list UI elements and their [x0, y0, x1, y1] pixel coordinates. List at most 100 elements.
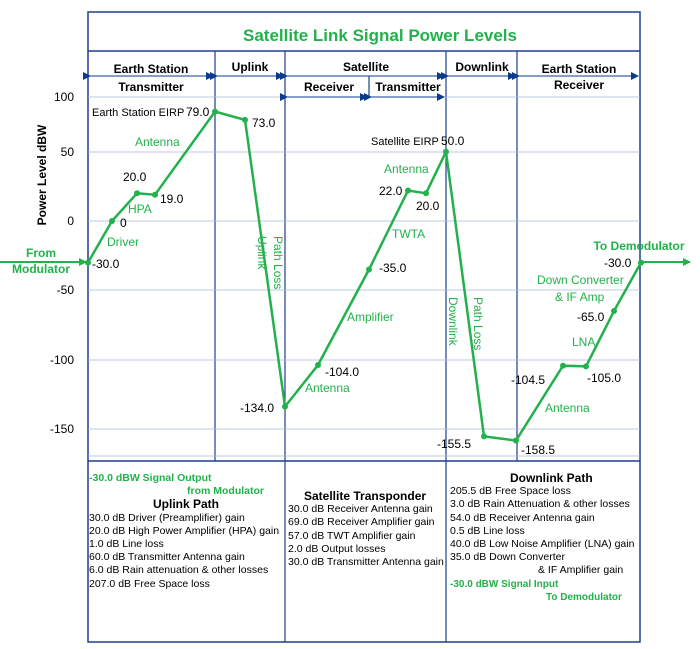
satellite-transponder-panel: Satellite Transponder 30.0 dB Receiver A… — [288, 489, 445, 569]
section-label-downlink: Downlink — [455, 60, 509, 74]
signal-point — [366, 266, 372, 273]
to-demodulator-label: To Demodulator — [593, 239, 684, 253]
satellite-transponder-line: 2.0 dB Output losses — [288, 542, 386, 555]
downlink-outro-line1: -30.0 dBW Signal Input — [450, 578, 559, 590]
signal-point — [315, 362, 321, 368]
value-label: 79.0 — [186, 105, 210, 119]
y-tick: 100 — [54, 90, 74, 104]
antenna-label-es-rx: Antenna — [545, 401, 590, 415]
signal-point — [513, 437, 519, 444]
satellite-transponder-heading: Satellite Transponder — [304, 489, 427, 503]
y-axis-label: Power Level dBW — [35, 124, 49, 225]
satellite-transponder-line: 30.0 dB Transmitter Antenna gain — [288, 556, 444, 569]
twta-label: TWTA — [392, 227, 425, 241]
y-tick: -100 — [50, 353, 74, 367]
downlink-path-line: 0.5 dB Line loss — [450, 524, 525, 537]
gridlines — [88, 96, 640, 457]
value-label: 73.0 — [252, 116, 276, 130]
downlink-path-line: 205.5 dB Free Space loss — [450, 485, 571, 498]
driver-label: Driver — [107, 235, 139, 249]
signal-point — [481, 433, 487, 440]
signal-point — [638, 259, 644, 266]
y-tick: -50 — [57, 283, 75, 297]
outer-frame — [87, 11, 641, 643]
amplifier-label: Amplifier — [347, 310, 394, 324]
section-dividers — [214, 51, 518, 642]
satellite-transponder-line: 30.0 dB Receiver Antenna gain — [288, 503, 433, 516]
satellite-eirp-label: Satellite EIRP — [371, 136, 439, 148]
value-label: -134.0 — [240, 401, 274, 415]
value-label: -105.0 — [587, 371, 621, 385]
signal-point — [282, 403, 288, 410]
signal-power-line — [86, 110, 643, 442]
downlink-path-line: & IF Amplifier gain — [538, 564, 624, 577]
section-label-satellite: Satellite — [343, 60, 389, 74]
uplink-path-loss-line1: Uplink — [255, 236, 269, 270]
satellite-transponder-line: 57.0 dB TWT Amplifier gain — [288, 529, 416, 542]
downlink-path-loss-line1: Downlink — [446, 297, 460, 347]
subsection-label-transmitter: Transmitter — [375, 80, 441, 94]
subsection-label-receiver: Receiver — [304, 80, 354, 94]
uplink-path-line: 1.0 dB Line loss — [89, 538, 164, 551]
downlink-path-line: 40.0 dB Low Noise Amplifier (LNA) gain — [450, 538, 635, 551]
uplink-path-loss-line2: Path Loss — [271, 236, 285, 289]
diagram-title: Satellite Link Signal Power Levels — [243, 26, 517, 45]
value-label: 20.0 — [123, 170, 147, 184]
uplink-path-line: 60.0 dB Transmitter Antenna gain — [89, 551, 245, 564]
uplink-intro-line2: from Modulator — [187, 485, 264, 498]
value-label: -104.5 — [511, 373, 545, 387]
lna-label: LNA — [572, 335, 595, 349]
value-label: 20.0 — [416, 199, 440, 213]
value-label: 19.0 — [160, 192, 184, 206]
uplink-path-heading: Uplink Path — [153, 497, 220, 512]
section-label-es-rx-line2: Receiver — [554, 78, 604, 92]
signal-point — [423, 190, 429, 197]
value-label: -155.5 — [437, 437, 471, 451]
antenna-label-es-tx: Antenna — [135, 135, 180, 149]
signal-point — [109, 218, 115, 224]
satellite-transponder-line: 69.0 dB Receiver Amplifier gain — [288, 516, 435, 529]
value-label: 0 — [120, 216, 127, 230]
signal-point — [212, 108, 218, 115]
signal-point — [443, 148, 449, 155]
downlink-path-line: 35.0 dB Down Converter — [450, 551, 565, 564]
y-axis-ticks: 100 50 0 -50 -100 -150 — [50, 90, 74, 436]
signal-point — [583, 363, 589, 370]
downlink-path-line: 54.0 dB Receiver Antenna gain — [450, 511, 595, 524]
value-label: 50.0 — [441, 134, 465, 148]
value-label: -30.0 — [604, 256, 632, 270]
section-label-es-tx-line1: Earth Station — [114, 62, 189, 76]
downlink-outro-line2: To Demodulator — [546, 591, 622, 603]
signal-point — [85, 259, 91, 266]
downlink-path-loss-line2: Path Loss — [471, 297, 485, 350]
value-label: -30.0 — [92, 257, 120, 271]
y-tick: 0 — [67, 214, 74, 228]
signal-point — [242, 116, 248, 123]
signal-point — [405, 187, 411, 194]
signal-point — [134, 190, 140, 197]
downlink-path-panel: Downlink Path 205.5 dB Free Space loss 3… — [450, 471, 638, 604]
from-label-line1: From — [26, 246, 56, 260]
from-label-line2: Modulator — [12, 262, 70, 276]
value-label: -158.5 — [521, 443, 555, 457]
down-converter-line1: Down Converter — [537, 273, 624, 287]
signal-point — [611, 308, 617, 314]
y-tick: 50 — [61, 145, 75, 159]
uplink-intro-line1: -30.0 dBW Signal Output — [89, 472, 212, 484]
uplink-path-line: 6.0 dB Rain attenuation & other losses — [89, 564, 269, 577]
section-label-es-rx-line1: Earth Station — [542, 62, 617, 76]
signal-points — [85, 108, 644, 444]
downlink-path-heading: Downlink Path — [510, 471, 593, 485]
value-label: -65.0 — [577, 310, 605, 324]
section-label-es-tx-line2: Transmitter — [118, 80, 184, 94]
value-label: -104.0 — [325, 365, 359, 379]
uplink-path-line: 20.0 dB High Power Amplifier (HPA) gain — [89, 524, 280, 537]
y-tick: -150 — [50, 422, 74, 436]
antenna-label-sat-tx: Antenna — [384, 162, 429, 176]
value-label: 22.0 — [379, 184, 403, 198]
section-label-uplink: Uplink — [232, 60, 269, 74]
signal-point — [560, 362, 566, 369]
antenna-label-sat-rx: Antenna — [305, 381, 350, 395]
signal-point — [152, 191, 158, 198]
